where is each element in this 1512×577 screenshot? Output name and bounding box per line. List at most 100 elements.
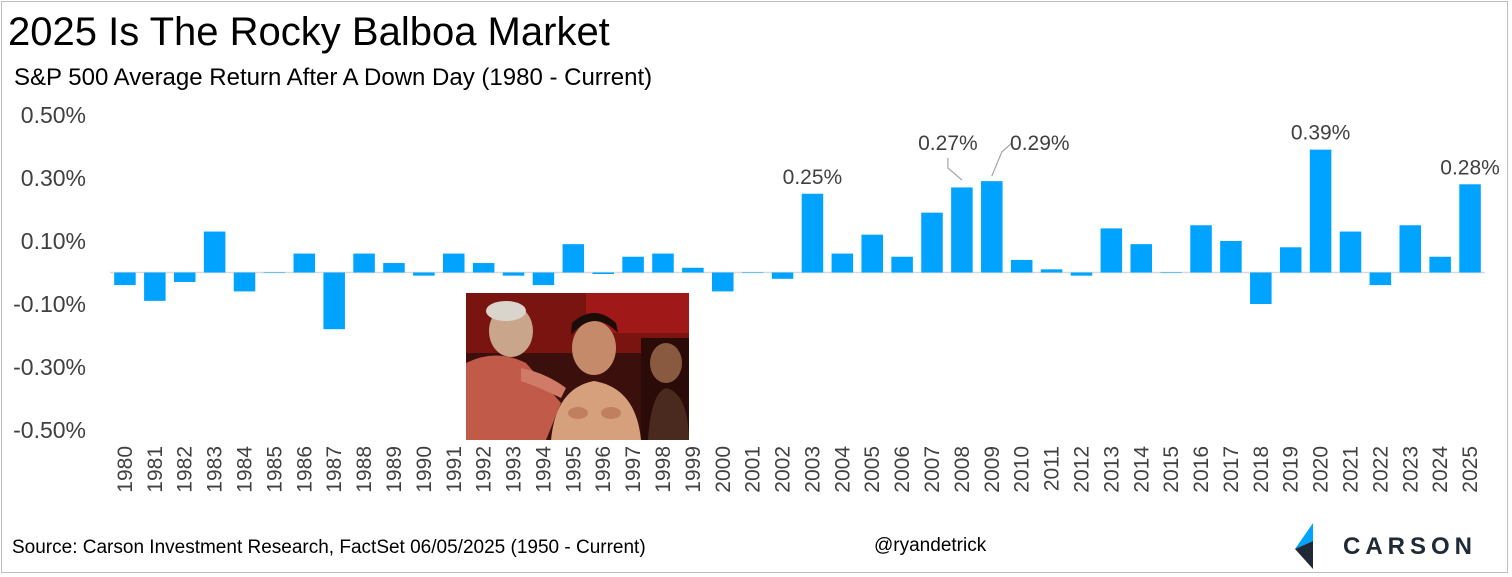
y-tick-label: 0.10% [21, 228, 86, 254]
x-tick-label: 2013 [1100, 446, 1123, 493]
bar-1983 [203, 231, 226, 273]
bar-1997 [622, 256, 644, 273]
bar-2017 [1220, 241, 1242, 273]
x-tick-label: 1999 [682, 446, 705, 493]
bar-1989 [383, 263, 405, 273]
x-tick-label: 2024 [1429, 446, 1452, 493]
x-tick-label: 1989 [383, 446, 406, 493]
bar-1980 [114, 272, 136, 286]
x-tick-label: 1987 [323, 446, 346, 493]
bar-2025 [1459, 184, 1481, 273]
bar-2024 [1429, 256, 1451, 273]
data-label-2020: 0.39% [1291, 122, 1351, 145]
bar-1987 [323, 272, 345, 330]
bar-1996 [592, 272, 614, 275]
x-tick-label: 1998 [652, 446, 675, 493]
bar-1993 [502, 272, 525, 276]
bar-2000 [712, 272, 734, 292]
x-tick-label: 2015 [1160, 446, 1183, 493]
bar-2016 [1190, 225, 1212, 273]
bar-1992 [472, 263, 495, 273]
x-tick-label: 1980 [114, 446, 137, 493]
leader-line-2008 [947, 158, 963, 181]
bar-1986 [293, 253, 316, 273]
bar-2019 [1279, 247, 1302, 273]
x-tick-label: 1983 [204, 446, 227, 493]
bar-2005 [861, 234, 883, 273]
x-tick-label: 2006 [891, 446, 914, 493]
x-tick-label: 1981 [144, 446, 167, 493]
author-handle: @ryandetrick [874, 535, 987, 556]
bar-2021 [1339, 231, 1362, 273]
y-tick-label: -0.30% [13, 354, 86, 380]
bar-2011 [1040, 269, 1063, 273]
data-label-2003: 0.25% [783, 166, 843, 189]
x-tick-label: 1988 [353, 446, 376, 493]
x-tick-label: 2017 [1220, 446, 1243, 493]
y-tick-label: -0.50% [13, 417, 86, 443]
rocky-corner-photo [466, 293, 689, 440]
data-label-2025: 0.28% [1440, 156, 1500, 179]
data-label-2009: 0.29% [1010, 132, 1070, 155]
x-tick-label: 2008 [951, 446, 974, 493]
x-tick-label: 2023 [1399, 446, 1422, 493]
x-tick-label: 2001 [742, 446, 765, 493]
bar-2020 [1309, 149, 1332, 273]
source-note: Source: Carson Investment Research, Fact… [12, 537, 646, 558]
x-tick-label: 2012 [1070, 446, 1093, 493]
chart-title: 2025 Is The Rocky Balboa Market [8, 10, 610, 54]
bar-2004 [831, 253, 854, 273]
x-tick-label: 1991 [443, 446, 466, 493]
bar-1990 [413, 272, 435, 276]
carson-logo: CARSON [1289, 521, 1501, 571]
x-tick-label: 2005 [861, 446, 884, 493]
bar-1981 [144, 272, 166, 301]
bar-1999 [682, 267, 704, 273]
x-tick-label: 2016 [1190, 446, 1213, 493]
bar-2015 [1160, 272, 1182, 273]
bar-2008 [951, 187, 973, 273]
x-tick-label: 1997 [622, 446, 645, 493]
bar-2022 [1369, 272, 1392, 286]
bar-2013 [1100, 228, 1123, 273]
bar-1984 [233, 272, 256, 292]
x-tick-label: 2004 [831, 446, 854, 493]
bar-1995 [562, 244, 585, 273]
bar-2010 [1010, 259, 1033, 273]
x-tick-label: 2002 [772, 446, 795, 493]
bar-2007 [921, 212, 943, 273]
x-tick-label: 1996 [592, 446, 615, 493]
x-tick-label: 1995 [562, 446, 585, 493]
x-tick-label: 2022 [1369, 446, 1392, 493]
y-tick-label: 0.50% [21, 102, 86, 128]
x-tick-label: 2018 [1250, 446, 1273, 493]
bar-2006 [891, 256, 913, 273]
bar-2018 [1250, 272, 1272, 304]
bar-1991 [442, 253, 465, 273]
x-tick-label: 1982 [174, 446, 197, 493]
x-tick-label: 2009 [981, 446, 1004, 493]
bar-1985 [263, 272, 286, 273]
x-tick-label: 2000 [712, 446, 735, 493]
bar-1998 [652, 253, 674, 273]
x-tick-label: 1994 [532, 446, 555, 493]
bar-2009 [981, 181, 1003, 273]
bar-2001 [741, 272, 764, 273]
bar-1988 [353, 253, 375, 273]
carson-logo-icon [1295, 523, 1313, 569]
bar-2003 [801, 193, 824, 273]
x-tick-label: 1984 [234, 446, 257, 493]
x-tick-label: 2007 [921, 446, 944, 493]
bar-2023 [1399, 225, 1422, 273]
y-tick-label: -0.10% [13, 291, 86, 317]
x-tick-label: 1992 [473, 446, 496, 493]
x-tick-label: 2020 [1310, 446, 1333, 493]
x-tick-label: 1990 [413, 446, 436, 493]
leader-line-2009 [991, 142, 1013, 177]
x-tick-label: 2003 [801, 446, 824, 493]
bar-2002 [771, 272, 794, 279]
x-tick-label: 1986 [293, 446, 316, 493]
x-tick-label: 1985 [263, 446, 286, 493]
